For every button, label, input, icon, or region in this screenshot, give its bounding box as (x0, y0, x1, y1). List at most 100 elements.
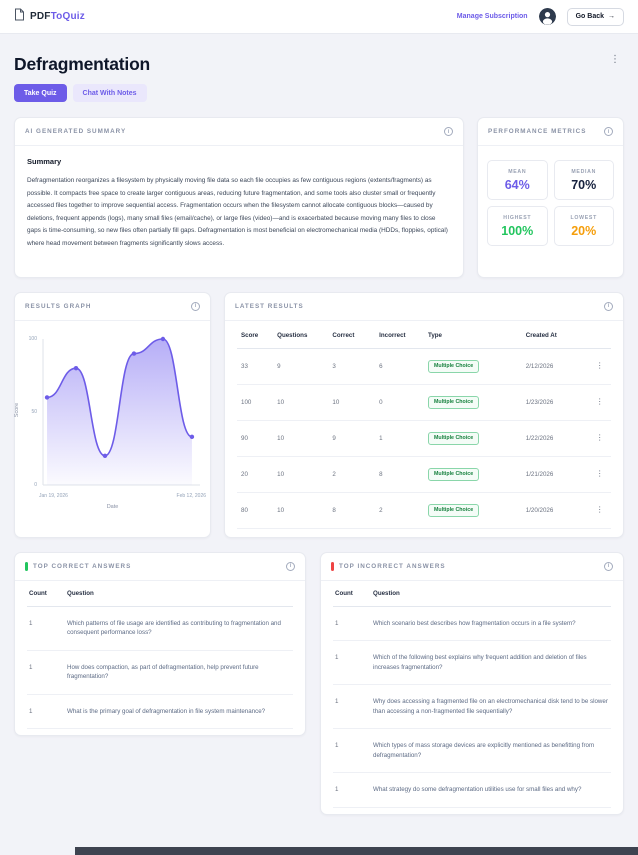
incorrect-answer-row: 1 What strategy do some defragmentation … (333, 772, 611, 808)
correct-answer-row: 1 Which patterns of file usage are ident… (27, 606, 293, 651)
column-header-count: Count (333, 580, 371, 607)
type-cell: Multiple Choice (424, 384, 522, 421)
incorrect-cell: 0 (375, 384, 424, 421)
column-header-correct: Correct (328, 322, 376, 349)
line-chart-svg (42, 336, 200, 486)
incorrect-cell: 8 (375, 456, 424, 493)
go-back-button[interactable]: Go Back → (566, 7, 624, 26)
correct-answer-row: 1 How does compaction, as part of defrag… (27, 650, 293, 695)
count-cell: 1 (27, 650, 65, 695)
latest-results-card: LATEST RESULTS i Score Questions Correct… (224, 291, 624, 538)
question-cell: Which of the following best explains why… (371, 640, 611, 686)
info-icon[interactable]: i (604, 301, 613, 311)
created-at-cell: 1/20/2026 (521, 492, 590, 529)
type-cell: Multiple Choice (424, 348, 522, 385)
type-badge: Multiple Choice (428, 359, 480, 373)
info-icon[interactable]: i (604, 127, 613, 136)
avatar[interactable] (538, 8, 556, 25)
info-icon[interactable]: i (286, 561, 295, 571)
top-correct-table: Count Question 1 Which patterns of file … (27, 580, 293, 730)
page-menu-button[interactable]: ⋮ (606, 54, 624, 66)
metric-label: MEAN (508, 169, 527, 175)
manage-subscription-link[interactable]: Manage Subscription (456, 13, 528, 20)
result-row: 90 10 9 1 Multiple Choice 1/22/2026 ⋮ (237, 420, 611, 457)
questions-cell: 10 (273, 492, 329, 529)
questions-cell: 10 (273, 384, 329, 421)
metric-tile: MEAN 64% (487, 160, 548, 200)
metric-value: 64% (504, 178, 530, 192)
correct-cell: 9 (328, 420, 376, 457)
column-header-incorrect: Incorrect (375, 322, 424, 349)
x-tick: Jan 19, 2026 (39, 492, 68, 499)
incorrect-cell: 2 (375, 492, 424, 529)
questions-cell: 9 (273, 348, 329, 385)
take-quiz-button[interactable]: Take Quiz (14, 84, 67, 102)
question-cell: How does compaction, as part of defragme… (65, 650, 293, 695)
row-menu-button[interactable]: ⋮ (595, 361, 604, 371)
chat-with-notes-button[interactable]: Chat With Notes (72, 84, 147, 102)
correct-cell: 2 (328, 456, 376, 493)
arrow-right-icon: → (608, 13, 615, 20)
x-axis-label: Date (106, 503, 119, 510)
brand-logo[interactable]: PDFToQuiz (14, 8, 85, 26)
y-tick: 100 (28, 335, 37, 342)
results-table: Score Questions Correct Incorrect Type C… (237, 322, 611, 529)
question-cell: What is the primary goal of defragmentat… (65, 694, 293, 730)
document-icon (14, 8, 25, 26)
created-at-cell: 1/21/2026 (521, 456, 590, 493)
question-cell: What strategy do some defragmentation ut… (371, 772, 611, 808)
count-cell: 1 (333, 684, 371, 730)
top-incorrect-card: TOP INCORRECT ANSWERS i Count Question (320, 551, 624, 815)
metric-value: 20% (571, 224, 597, 238)
card-title: TOP CORRECT ANSWERS (33, 562, 132, 570)
incorrect-answer-row: 1 Which of the following best explains w… (333, 640, 611, 686)
column-header-type: Type (424, 322, 522, 349)
row-menu-button[interactable]: ⋮ (595, 397, 604, 407)
score-cell: 20 (237, 456, 274, 493)
metric-tile: LOWEST 20% (553, 206, 614, 246)
created-at-cell: 1/22/2026 (521, 420, 590, 457)
summary-text: Defragmentation reorganizes a filesystem… (27, 177, 448, 247)
correct-marker-bar (25, 561, 28, 571)
performance-metrics-card: PERFORMANCE METRICS i MEAN 64% MEDIAN 70… (477, 117, 624, 278)
metric-tile: MEDIAN 70% (553, 160, 614, 200)
type-cell: Multiple Choice (424, 456, 522, 493)
correct-cell: 10 (328, 384, 376, 421)
incorrect-answer-row: 1 Why does accessing a fragmented file o… (333, 684, 611, 730)
column-header-question: Question (65, 580, 293, 607)
row-menu-button[interactable]: ⋮ (595, 505, 604, 515)
incorrect-marker-bar (331, 561, 334, 571)
correct-cell: 3 (328, 348, 376, 385)
correct-cell: 8 (328, 492, 376, 529)
column-header-questions: Questions (273, 322, 329, 349)
type-badge: Multiple Choice (428, 467, 480, 481)
results-chart: Score 100 50 0 Ja (14, 321, 210, 517)
type-badge: Multiple Choice (428, 503, 480, 517)
card-title: LATEST RESULTS (235, 302, 304, 310)
incorrect-answer-row: 1 Which types of mass storage devices ar… (333, 728, 611, 774)
info-icon[interactable]: i (191, 301, 200, 311)
question-cell: Why does accessing a fragmented file on … (371, 684, 611, 730)
incorrect-answer-row: 1 Which scenario best describes how frag… (333, 606, 611, 642)
metric-tile: HIGHEST 100% (487, 206, 548, 246)
row-menu-button[interactable]: ⋮ (595, 433, 604, 443)
info-icon[interactable]: i (444, 127, 453, 136)
result-row: 80 10 8 2 Multiple Choice 1/20/2026 ⋮ (237, 492, 611, 529)
score-cell: 33 (237, 348, 274, 385)
incorrect-cell: 6 (375, 348, 424, 385)
metric-label: HIGHEST (503, 215, 532, 221)
card-title: RESULTS GRAPH (25, 302, 92, 310)
info-icon[interactable]: i (604, 561, 613, 571)
column-header-created-at: Created At (521, 322, 590, 349)
row-menu-button[interactable]: ⋮ (595, 469, 604, 479)
card-title: AI GENERATED SUMMARY (25, 128, 127, 135)
y-tick: 0 (34, 481, 37, 488)
question-cell: Which patterns of file usage are identif… (65, 606, 293, 651)
main-content: Defragmentation ⋮ Take Quiz Chat With No… (0, 34, 638, 829)
count-cell: 1 (333, 606, 371, 642)
metric-label: MEDIAN (571, 169, 597, 175)
kebab-icon: ⋮ (610, 54, 620, 65)
column-header-menu (589, 322, 611, 349)
correct-answer-row: 1 What is the primary goal of defragment… (27, 694, 293, 730)
y-tick: 50 (31, 408, 37, 415)
